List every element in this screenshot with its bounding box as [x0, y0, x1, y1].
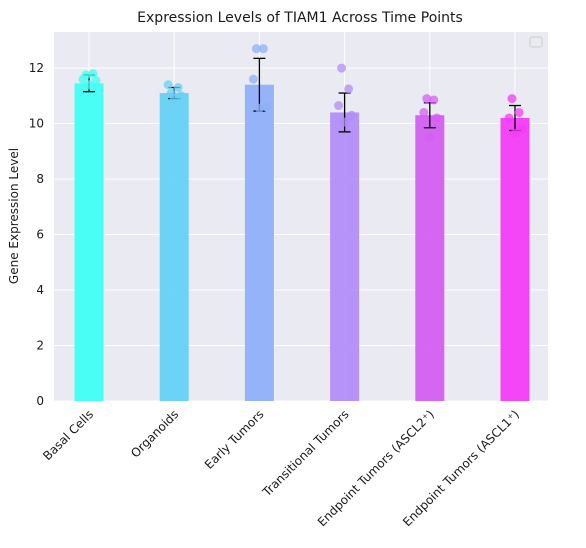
- point-3-1: [344, 84, 354, 94]
- point-5-3: [517, 124, 527, 134]
- bar-1: [159, 93, 189, 401]
- point-5-2: [504, 113, 514, 123]
- bar-4: [415, 115, 445, 401]
- point-2-0: [251, 44, 261, 54]
- bar-3: [330, 112, 360, 401]
- point-2-4: [254, 103, 264, 113]
- point-3-4: [340, 117, 350, 127]
- point-0-2: [78, 74, 88, 84]
- point-5-0: [507, 94, 517, 104]
- point-4-4: [425, 132, 435, 142]
- y-tick-label-3: 6: [36, 228, 44, 242]
- x-tick-label-0: Basal Cells: [40, 407, 96, 463]
- point-0-3: [91, 76, 101, 86]
- x-axis-ticks: Basal Cells Organoids Early TumorsTransiti…: [40, 407, 522, 529]
- bar-5: [500, 118, 530, 402]
- point-0-1: [88, 69, 98, 79]
- point-4-1: [429, 95, 439, 105]
- point-3-2: [334, 101, 344, 111]
- legend-box: [529, 36, 543, 48]
- y-tick-label-2: 4: [36, 283, 44, 297]
- point-5-1: [514, 107, 524, 117]
- point-4-2: [419, 107, 429, 117]
- point-4-3: [432, 113, 442, 123]
- point-1-2: [163, 80, 173, 90]
- y-tick-label-6: 12: [29, 61, 44, 75]
- point-1-3: [176, 91, 186, 101]
- bars-group: [74, 83, 530, 402]
- point-3-3: [347, 110, 357, 120]
- plot-area: [54, 32, 548, 401]
- chart-title: Expression Levels of TIAM1 Across Time P…: [137, 10, 463, 26]
- y-tick-label-0: 0: [36, 394, 44, 408]
- x-tick-label-3: Transitional Tumors: [259, 407, 352, 500]
- point-5-4: [510, 128, 520, 138]
- y-tick-label-5: 10: [29, 117, 44, 131]
- point-3-0: [337, 63, 347, 73]
- point-2-3: [261, 102, 271, 112]
- points-group: [78, 44, 527, 142]
- point-1-4: [169, 94, 179, 104]
- bar-0: [74, 83, 104, 402]
- point-2-2: [248, 74, 258, 84]
- point-2-1: [258, 44, 268, 54]
- x-tick-label-2: Early Tumors: [202, 407, 267, 472]
- point-1-1: [173, 82, 183, 92]
- y-axis-ticks: 0 2 4 6 8 10 12: [29, 61, 44, 408]
- bar-2: [244, 84, 274, 401]
- x-tick-label-1: Organoids: [128, 407, 181, 460]
- y-tick-label-4: 8: [36, 172, 44, 186]
- y-tick-label-1: 2: [36, 339, 44, 353]
- point-4-0: [422, 94, 432, 104]
- y-axis-label: Gene Expression Level: [7, 148, 21, 284]
- point-0-4: [84, 80, 94, 90]
